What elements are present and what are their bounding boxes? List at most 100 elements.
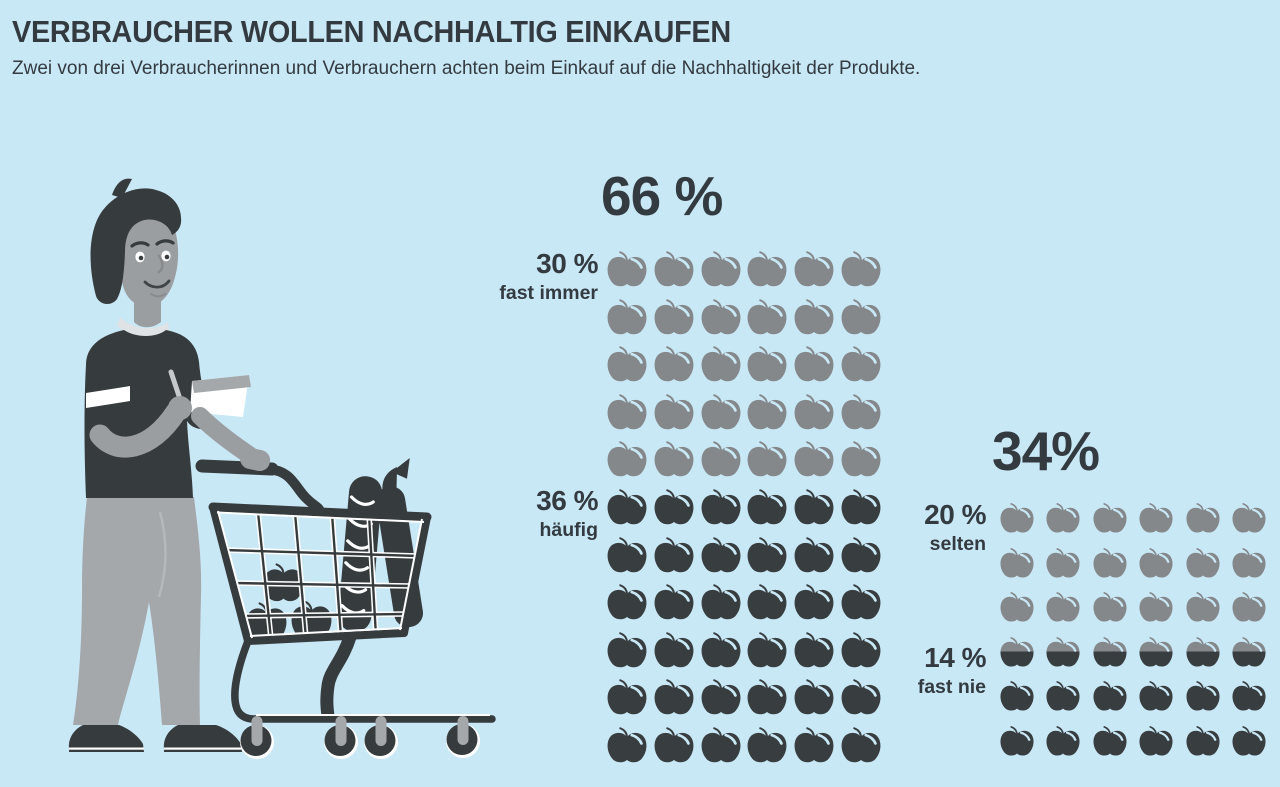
eye-right xyxy=(161,250,171,262)
pants-seam xyxy=(157,511,167,598)
apple-icon xyxy=(607,631,647,669)
apple-icon xyxy=(1186,725,1220,757)
shoe-left xyxy=(68,725,144,752)
apple-icon xyxy=(1232,725,1266,757)
apple-icon xyxy=(794,393,834,431)
apple-icon xyxy=(1186,680,1220,712)
apple-icon xyxy=(654,250,694,288)
segment-name: fast nie xyxy=(917,676,986,698)
wheel xyxy=(324,716,358,759)
apple-icon xyxy=(1046,502,1080,534)
apple-icon xyxy=(607,678,647,716)
apple-icon xyxy=(1093,636,1127,668)
apple-icon xyxy=(747,393,787,431)
apple-icon xyxy=(1046,591,1080,623)
apple-icon xyxy=(607,726,647,764)
apple-icon xyxy=(701,345,741,383)
apple-icon xyxy=(701,631,741,669)
apple-icon xyxy=(654,678,694,716)
head xyxy=(90,178,182,307)
segment-label-fast-immer: 30 % fast immer xyxy=(420,247,598,307)
apple-icon xyxy=(841,298,881,336)
apple-icon xyxy=(794,345,834,383)
apple-icon xyxy=(607,583,647,621)
cart-apples xyxy=(246,563,332,641)
apple-icon xyxy=(1046,547,1080,579)
collar xyxy=(117,317,169,337)
wheel xyxy=(446,716,480,758)
basket-grid xyxy=(223,511,419,640)
apple-icon xyxy=(701,298,741,336)
segment-percent: 14 % xyxy=(924,642,986,673)
apple-icon xyxy=(1186,502,1220,534)
apple-icon xyxy=(607,298,647,336)
shopping-cart xyxy=(195,458,496,759)
apple-icon xyxy=(701,440,741,478)
apple-icon xyxy=(841,250,881,288)
apple-icon xyxy=(607,536,647,574)
apple-icon xyxy=(607,250,647,288)
apple-icon xyxy=(1000,547,1034,579)
wheel xyxy=(364,716,398,759)
eyebrow-left xyxy=(130,241,150,248)
left-hand xyxy=(168,396,192,420)
apple-icon xyxy=(701,726,741,764)
apple-icon xyxy=(654,726,694,764)
apple-icon xyxy=(841,393,881,431)
segment-percent: 36 % xyxy=(536,485,598,516)
face xyxy=(117,207,179,307)
apple-icon xyxy=(747,583,787,621)
apple-icon xyxy=(1139,502,1173,534)
hair xyxy=(90,188,182,305)
apple-icon xyxy=(1000,680,1034,712)
apple-icon xyxy=(654,298,694,336)
shopping-list-fold xyxy=(192,375,251,393)
apple-icon xyxy=(747,536,787,574)
apple-icon xyxy=(841,631,881,669)
apple-icon xyxy=(747,488,787,526)
apple-icon xyxy=(1000,502,1034,534)
segment-percent: 20 % xyxy=(924,499,986,530)
apple-icon xyxy=(1093,680,1127,712)
apple-icon xyxy=(1186,591,1220,623)
page-subtitle: Zwei von drei Verbraucherinnen und Verbr… xyxy=(12,58,921,79)
apple-icon xyxy=(841,488,881,526)
apple-icon xyxy=(654,631,694,669)
eyebrow-right xyxy=(155,239,175,246)
hair-tuft xyxy=(112,178,132,198)
apple-icon xyxy=(841,726,881,764)
cart-wheels xyxy=(240,716,480,759)
apple-icon xyxy=(701,536,741,574)
cart-base xyxy=(231,637,496,723)
bread-tip xyxy=(391,458,410,479)
segment-label-haeufig: 36 % häufig xyxy=(420,484,598,544)
chin-line xyxy=(150,293,166,298)
apple-icon xyxy=(1232,591,1266,623)
apple-icon xyxy=(794,440,834,478)
apple-icon xyxy=(794,631,834,669)
apple-icon xyxy=(841,536,881,574)
apple-icon xyxy=(747,298,787,336)
shopper-figure xyxy=(68,178,251,752)
apple-icon xyxy=(747,250,787,288)
apple-icon xyxy=(1000,636,1034,668)
wheel xyxy=(240,716,274,759)
apple-icon xyxy=(701,583,741,621)
apple-icon xyxy=(747,631,787,669)
apple-icon xyxy=(841,440,881,478)
sleeve-band xyxy=(86,386,130,408)
apple-icon xyxy=(1232,680,1266,712)
apple-icon xyxy=(1093,547,1127,579)
apple-icon xyxy=(654,536,694,574)
apple-icon xyxy=(794,678,834,716)
eye-left xyxy=(135,251,145,263)
apple-icon xyxy=(1046,725,1080,757)
apple-icon xyxy=(841,583,881,621)
apple-icon xyxy=(1232,502,1266,534)
segment-name: häufig xyxy=(539,519,599,541)
apple-icon xyxy=(1232,547,1266,579)
segment-name: selten xyxy=(929,533,986,555)
apple-icon xyxy=(794,298,834,336)
apple-icon xyxy=(701,488,741,526)
